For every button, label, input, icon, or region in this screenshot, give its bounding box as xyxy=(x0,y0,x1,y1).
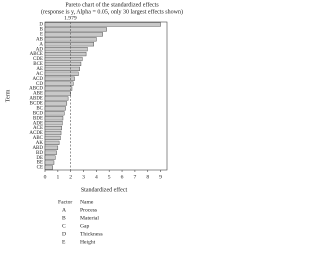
bar xyxy=(44,71,79,76)
x-tick-label: 2 xyxy=(69,174,72,180)
bar xyxy=(44,155,56,160)
legend-cell: A xyxy=(62,207,66,213)
bar xyxy=(44,32,103,37)
y-tick-label: BC xyxy=(36,106,43,111)
x-tick-label: 1 xyxy=(56,174,59,180)
bar xyxy=(44,160,55,165)
y-tick-label: BE xyxy=(37,161,43,166)
y-tick-label: AE xyxy=(36,67,43,72)
x-tick-label: 0 xyxy=(44,174,47,180)
y-tick-label: AK xyxy=(36,141,44,146)
x-axis-label: Standardized effect xyxy=(81,186,128,193)
y-tick-label: ABCE xyxy=(30,52,43,57)
bar xyxy=(44,61,82,67)
bar xyxy=(44,106,66,111)
bar xyxy=(44,91,71,96)
bar xyxy=(44,42,94,47)
bar xyxy=(44,140,60,145)
y-tick-label: BCD xyxy=(33,111,44,116)
bar xyxy=(44,76,75,81)
bar xyxy=(44,51,87,57)
bar xyxy=(44,27,107,32)
bar xyxy=(44,121,63,126)
legend-cell: Process xyxy=(80,207,97,213)
bar xyxy=(44,116,64,121)
y-tick-label: BD xyxy=(36,151,43,156)
y-tick-label: ACDE xyxy=(29,131,43,136)
y-tick-label: BCDE xyxy=(30,102,43,107)
y-tick-label: ABDE xyxy=(29,97,43,102)
y-tick-label: BCE xyxy=(33,62,43,67)
y-tick-label: CD xyxy=(36,82,43,87)
x-tick-label: 3 xyxy=(82,174,85,180)
y-tick-label: ABD xyxy=(32,146,43,151)
bar xyxy=(44,145,59,150)
plot-frame xyxy=(44,21,168,171)
y-tick-label: E xyxy=(40,32,43,37)
x-tick-label: 5 xyxy=(108,174,111,180)
bar xyxy=(44,47,88,52)
bar xyxy=(44,66,80,71)
bar xyxy=(44,86,73,91)
reference-label: 1.979 xyxy=(64,15,77,21)
bar xyxy=(44,125,62,131)
bar xyxy=(44,165,53,170)
legend-header: Factor xyxy=(58,199,72,205)
y-tick-label: CE xyxy=(37,166,43,171)
y-axis-label: Term xyxy=(5,89,11,102)
legend-cell: Material xyxy=(80,215,99,221)
y-tick-label: BDE xyxy=(33,116,43,121)
chart-title: Pareto chart of the standardized effects xyxy=(65,1,159,8)
y-tick-label: B xyxy=(40,28,44,33)
bar xyxy=(44,81,74,86)
y-tick-label: ACE xyxy=(33,126,43,131)
bar xyxy=(44,130,62,136)
legend-cell: B xyxy=(62,215,66,221)
y-tick-label: D xyxy=(39,23,43,28)
chart: Pareto chart of the standardized effects… xyxy=(5,1,183,245)
chart-subtitle: (response is y, Alpha = 0.05, only 30 la… xyxy=(41,8,183,15)
legend-cell: C xyxy=(62,223,66,229)
legend-cell: Gap xyxy=(80,223,90,229)
y-tick-label: CDE xyxy=(33,57,43,62)
y-tick-label: A xyxy=(39,42,43,47)
y-tick-label: ABCD xyxy=(29,87,43,92)
bar xyxy=(44,111,65,116)
y-tick-label: ACD xyxy=(32,77,43,82)
bar xyxy=(44,96,69,101)
x-tick-label: 8 xyxy=(146,174,149,180)
x-tick-label: 9 xyxy=(159,174,162,180)
y-tick-label: DE xyxy=(36,156,43,161)
bar xyxy=(44,56,83,62)
y-tick-label: AC xyxy=(36,72,44,77)
bar xyxy=(44,150,57,155)
bar xyxy=(44,22,161,27)
legend-cell: E xyxy=(62,239,66,245)
legend-cell: Height xyxy=(80,239,96,245)
x-tick-label: 4 xyxy=(95,174,98,180)
y-tick-label: ABC xyxy=(33,136,44,141)
bar xyxy=(44,135,61,141)
legend-header: Name xyxy=(80,199,94,205)
legend-cell: Thickness xyxy=(80,231,103,237)
x-tick-label: 6 xyxy=(121,174,124,180)
x-tick-label: 7 xyxy=(133,174,136,180)
y-tick-label: AD xyxy=(36,47,44,52)
y-tick-label: ABE xyxy=(33,92,43,97)
y-tick-label: AB xyxy=(36,37,44,42)
bar xyxy=(44,101,68,106)
y-tick-label: ADE xyxy=(33,121,43,126)
legend-cell: D xyxy=(62,231,66,237)
